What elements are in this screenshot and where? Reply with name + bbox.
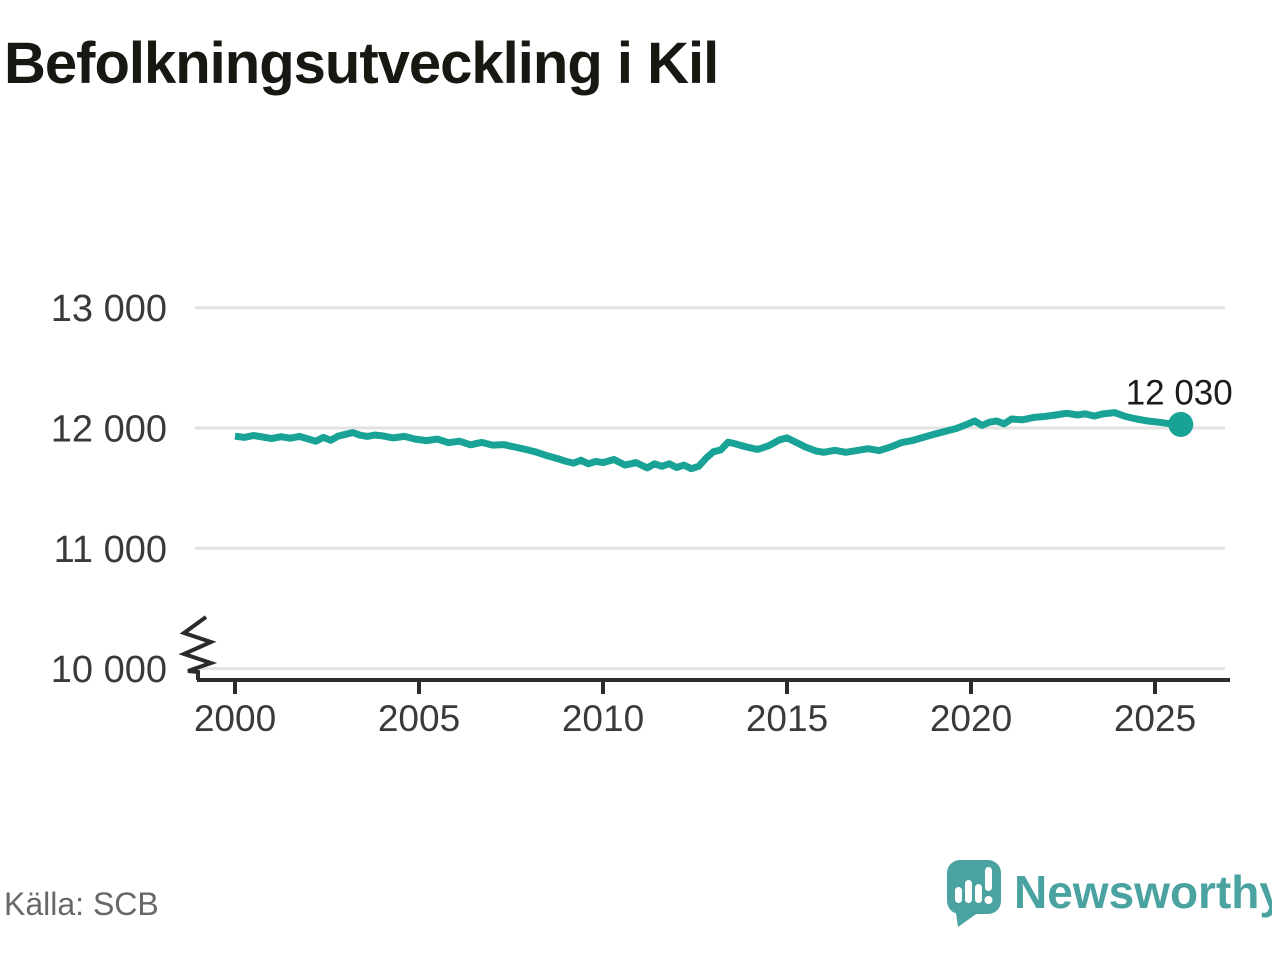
y-tick-label: 11 000 bbox=[54, 529, 167, 571]
page-title: Befolkningsutveckling i Kil bbox=[4, 31, 719, 96]
x-tick-label: 2000 bbox=[194, 698, 276, 739]
x-axis bbox=[178, 615, 1230, 694]
population-line bbox=[234, 409, 1182, 473]
latest-value-label: 12 030 bbox=[1126, 373, 1233, 412]
newsworthy-logo-mark-icon bbox=[947, 860, 1001, 927]
newsworthy-logo: Newsworthy bbox=[947, 860, 1272, 927]
source-label: Källa: SCB bbox=[4, 886, 159, 922]
x-axis-labels: 2000 2005 2010 2015 2020 2025 bbox=[194, 698, 1196, 739]
y-tick-label: 12 000 bbox=[51, 409, 167, 451]
latest-value-dot bbox=[1168, 411, 1194, 437]
y-axis-labels: 10 000 11 000 12 000 13 000 bbox=[51, 288, 167, 691]
x-tick-label: 2020 bbox=[930, 698, 1012, 739]
x-tick-label: 2010 bbox=[562, 698, 644, 739]
x-tick-label: 2005 bbox=[378, 698, 460, 739]
y-tick-label: 10 000 bbox=[51, 649, 167, 691]
x-tick-label: 2025 bbox=[1114, 698, 1196, 739]
newsworthy-wordmark: Newsworthy bbox=[1014, 866, 1272, 918]
x-axis-ticks bbox=[233, 680, 1157, 694]
x-tick-label: 2015 bbox=[746, 698, 828, 739]
y-tick-label: 13 000 bbox=[51, 288, 167, 330]
logo-bars-icon bbox=[955, 867, 993, 904]
gridlines bbox=[195, 306, 1225, 671]
axis-break-icon bbox=[178, 615, 218, 680]
